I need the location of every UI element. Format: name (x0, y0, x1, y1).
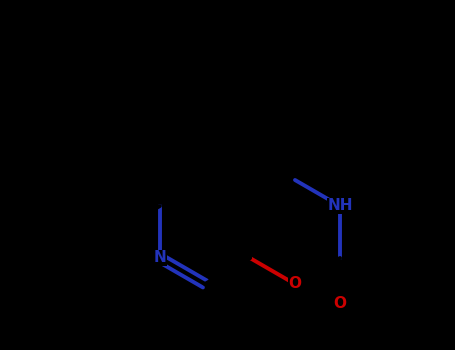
Text: N: N (153, 251, 166, 266)
Text: O: O (334, 295, 347, 310)
Text: O: O (288, 276, 302, 292)
Text: NH: NH (327, 198, 353, 214)
